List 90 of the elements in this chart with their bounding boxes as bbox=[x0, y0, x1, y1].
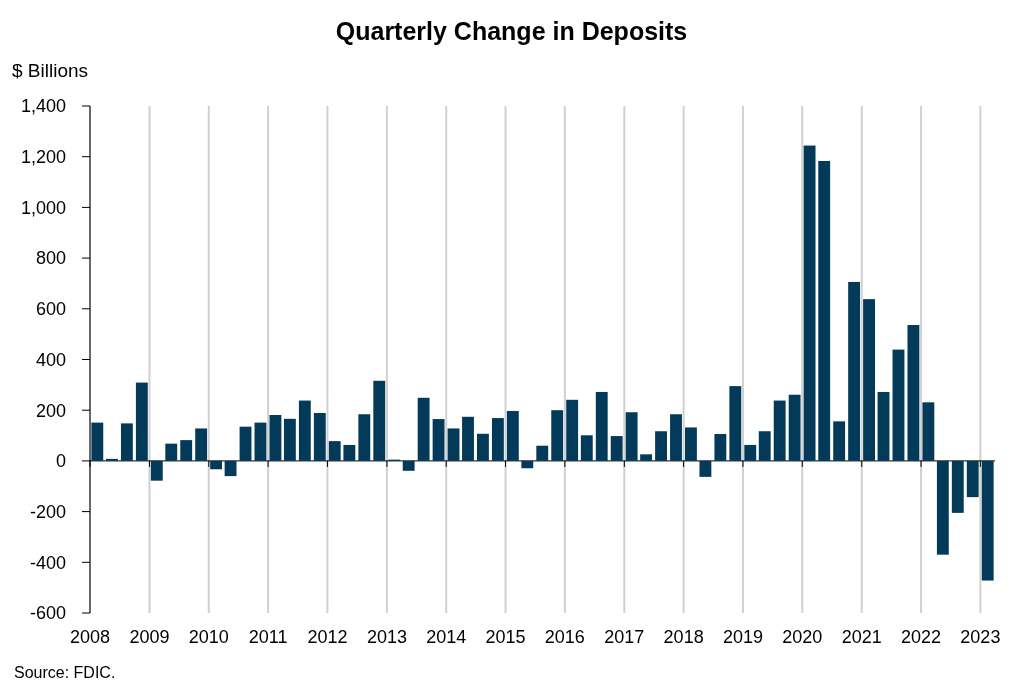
bar bbox=[402, 460, 415, 471]
bar bbox=[432, 419, 445, 461]
bar bbox=[566, 399, 579, 461]
x-tick-label: 2020 bbox=[782, 627, 823, 647]
bar bbox=[210, 460, 223, 470]
x-tick-label: 2010 bbox=[188, 627, 229, 647]
bar bbox=[283, 418, 296, 461]
bar bbox=[358, 414, 371, 461]
bar bbox=[91, 422, 104, 461]
bar bbox=[907, 325, 920, 461]
bar bbox=[313, 412, 326, 461]
bar bbox=[758, 431, 771, 461]
bar bbox=[848, 281, 861, 461]
bar bbox=[951, 460, 964, 513]
bar bbox=[833, 421, 846, 461]
bar bbox=[195, 428, 208, 461]
y-tick-label: 400 bbox=[35, 349, 66, 370]
x-tick-label: 2011 bbox=[248, 627, 288, 647]
y-tick-label: 1,400 bbox=[20, 96, 66, 117]
x-tick-label: 2019 bbox=[722, 627, 763, 647]
bar bbox=[818, 161, 831, 461]
bar bbox=[521, 460, 534, 469]
x-tick-label: 2014 bbox=[426, 627, 467, 647]
bar bbox=[180, 440, 193, 461]
bar bbox=[373, 380, 386, 461]
source-note: Source: FDIC. bbox=[14, 664, 116, 681]
bar bbox=[239, 426, 252, 461]
bar bbox=[135, 382, 148, 461]
bar bbox=[640, 454, 653, 461]
bar bbox=[685, 427, 697, 461]
y-tick-label: -600 bbox=[29, 603, 66, 624]
x-tick-label: 2015 bbox=[485, 627, 526, 647]
x-tick-label: 2016 bbox=[544, 627, 585, 647]
bar bbox=[966, 460, 979, 498]
x-tick-label: 2018 bbox=[663, 627, 704, 647]
bar bbox=[580, 435, 593, 461]
y-tick-label: -200 bbox=[29, 501, 66, 522]
bar bbox=[803, 145, 816, 461]
x-tick-label: 2009 bbox=[129, 627, 170, 647]
bar bbox=[655, 431, 667, 461]
bar bbox=[670, 414, 682, 461]
y-tick-label: 200 bbox=[35, 400, 66, 421]
bar bbox=[224, 460, 237, 477]
bar bbox=[417, 397, 430, 461]
bar bbox=[120, 423, 133, 461]
bar bbox=[729, 386, 742, 461]
bar bbox=[150, 460, 163, 481]
bar bbox=[343, 444, 356, 461]
bar bbox=[714, 434, 727, 461]
x-tick-label: 2021 bbox=[841, 627, 882, 647]
bar bbox=[165, 443, 178, 461]
y-tick-label: 1,200 bbox=[20, 147, 66, 167]
x-tick-label: 2017 bbox=[604, 627, 645, 647]
bar bbox=[298, 400, 311, 461]
bar bbox=[536, 445, 549, 461]
x-tick-label: 2013 bbox=[366, 627, 407, 647]
bar bbox=[462, 416, 474, 461]
bar bbox=[551, 410, 564, 461]
bar bbox=[936, 460, 949, 555]
bar bbox=[610, 436, 623, 461]
x-tick-label: 2008 bbox=[69, 627, 111, 647]
bar bbox=[477, 433, 489, 461]
bar bbox=[773, 400, 786, 461]
x-tick-label: 2012 bbox=[307, 627, 348, 647]
bar bbox=[863, 299, 875, 461]
bar bbox=[447, 428, 460, 461]
x-tick-label: 2023 bbox=[960, 627, 1001, 647]
y-tick-label: 1,000 bbox=[20, 197, 66, 218]
y-axis-title: $ Billions bbox=[12, 60, 89, 81]
bar bbox=[699, 460, 712, 477]
bar bbox=[506, 410, 519, 461]
y-tick-label: 0 bbox=[55, 451, 66, 472]
bar bbox=[788, 394, 801, 461]
bar bbox=[328, 441, 341, 461]
bar bbox=[877, 391, 890, 461]
y-tick-label: 800 bbox=[35, 248, 66, 269]
bar bbox=[744, 444, 757, 461]
bar bbox=[491, 418, 504, 461]
bar bbox=[981, 460, 994, 581]
y-tick-label: -400 bbox=[29, 552, 66, 573]
bar bbox=[595, 391, 608, 461]
y-tick-label: 600 bbox=[35, 299, 66, 320]
bar bbox=[892, 349, 905, 461]
bar bbox=[254, 422, 267, 461]
x-tick-label: 2022 bbox=[901, 627, 942, 647]
bar bbox=[625, 412, 638, 461]
chart-title: Quarterly Change in Deposits bbox=[335, 17, 688, 45]
bar bbox=[922, 402, 935, 461]
bar bbox=[106, 458, 118, 461]
bar bbox=[269, 415, 282, 461]
